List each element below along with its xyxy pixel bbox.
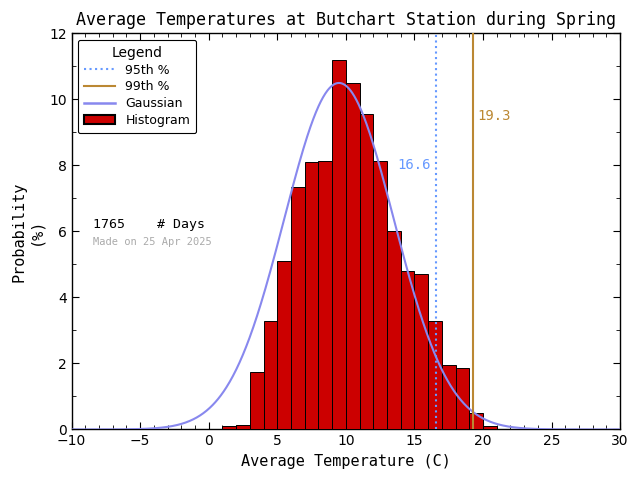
Bar (236, 424, 250, 430)
Bar (291, 187, 305, 430)
Text: Made on 25 Apr 2025: Made on 25 Apr 2025 (93, 238, 212, 247)
Legend: 95th %, 99th %, Gaussian, Histogram: 95th %, 99th %, Gaussian, Histogram (78, 40, 196, 133)
Title: Average Temperatures at Butchart Station during Spring: Average Temperatures at Butchart Station… (76, 11, 616, 29)
Bar (277, 261, 291, 430)
Bar (415, 275, 428, 430)
Text: 16.6: 16.6 (397, 158, 431, 172)
Bar (223, 426, 236, 430)
Bar (346, 83, 360, 430)
Bar (373, 160, 387, 430)
X-axis label: Average Temperature (C): Average Temperature (C) (241, 454, 451, 469)
Bar (428, 321, 442, 430)
Bar (319, 160, 332, 430)
Text: 1765    # Days: 1765 # Days (93, 217, 205, 230)
Bar (264, 321, 277, 430)
Bar (360, 114, 373, 430)
Bar (305, 162, 319, 430)
Bar (401, 271, 415, 430)
Y-axis label: Probability
(%): Probability (%) (11, 181, 44, 282)
Bar (483, 426, 497, 430)
Bar (250, 372, 264, 430)
Bar (442, 365, 456, 430)
Bar (332, 60, 346, 430)
Bar (456, 369, 469, 430)
Text: 19.3: 19.3 (477, 109, 511, 123)
Bar (469, 413, 483, 430)
Bar (387, 231, 401, 430)
